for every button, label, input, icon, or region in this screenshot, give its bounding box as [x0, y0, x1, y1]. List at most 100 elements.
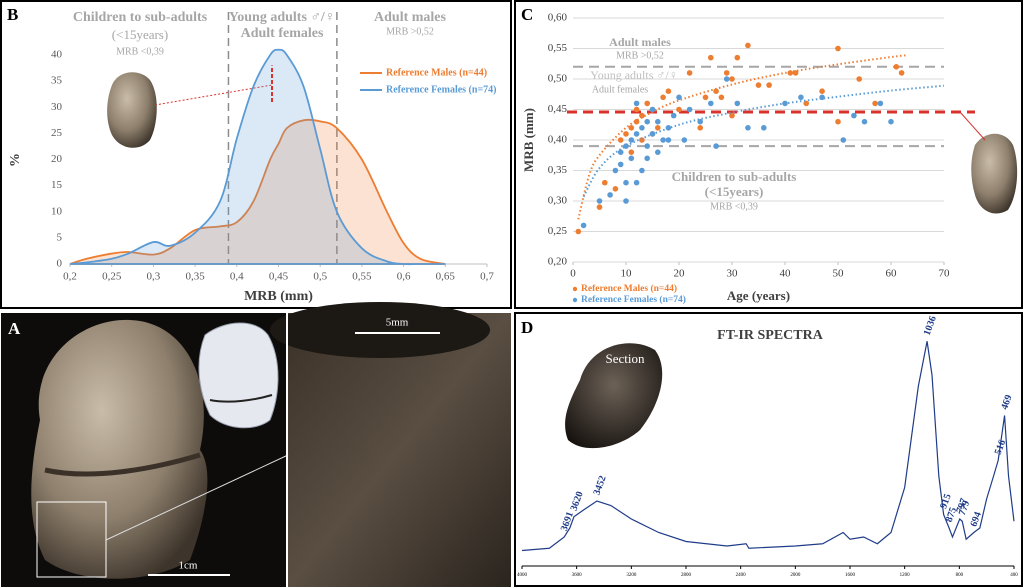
peak-label: 694 [968, 510, 983, 528]
data-point [644, 155, 650, 162]
data-point [898, 70, 905, 76]
panel-label: C [521, 5, 533, 24]
data-point [702, 94, 709, 101]
data-point [612, 167, 619, 174]
x-tick-label: 0,65 [436, 271, 456, 283]
x-tick-label: 400 [1010, 573, 1018, 578]
x-tick-label: 3600 [572, 573, 583, 578]
photo-shadow [270, 302, 490, 358]
data-point [633, 100, 640, 107]
3d-model-groove [209, 394, 273, 403]
x-tick-label: 0,5 [313, 271, 327, 283]
legend-label: Reference Males (n=44) [581, 283, 677, 294]
data-point [649, 131, 656, 137]
x-axis-label: MRB (mm) [244, 289, 313, 304]
data-point [877, 100, 884, 107]
data-point [633, 118, 640, 125]
data-point [893, 64, 900, 70]
data-point [623, 198, 629, 204]
x-tick-label: 20 [674, 268, 686, 280]
rock-photo [971, 133, 1018, 214]
x-tick-label: 0,6 [397, 271, 411, 283]
y-tick-label: 5 [57, 231, 63, 243]
legend-label: Reference Males (n=44) [386, 67, 487, 78]
data-point [655, 125, 661, 131]
annotation: Children to sub-adults [73, 10, 208, 25]
legend-swatch [572, 286, 578, 292]
data-point [644, 118, 650, 125]
data-point [649, 106, 656, 113]
data-point [798, 94, 804, 101]
data-point [633, 106, 640, 113]
data-point [723, 70, 730, 76]
data-point [665, 137, 672, 143]
scale-label: 5mm [386, 317, 409, 329]
x-tick-label: 0,2 [63, 271, 77, 283]
y-tick-label: 20 [51, 153, 63, 165]
rock-groove [44, 452, 201, 477]
data-point [686, 106, 693, 113]
x-tick-label: 0,3 [147, 271, 161, 283]
data-point [851, 112, 857, 119]
x-tick-label: 1200 [900, 573, 911, 578]
data-point [835, 45, 841, 52]
data-point [628, 149, 635, 155]
panel-frame [514, 312, 1023, 587]
trend-line [582, 84, 945, 198]
data-point [628, 137, 635, 143]
annotation: (<15years) [705, 184, 764, 199]
peak-label: 1036 [922, 315, 939, 338]
inset-connector [105, 454, 289, 541]
data-point [639, 125, 645, 131]
data-point [612, 186, 619, 192]
panel-label: A [8, 319, 21, 338]
data-point [628, 125, 635, 131]
x-tick-label: 2800 [681, 573, 692, 578]
x-tick-label: 0,45 [269, 271, 289, 283]
data-point [697, 118, 703, 125]
rock-photo [31, 319, 208, 579]
data-point [633, 179, 640, 186]
annotation: MRB <0,39 [116, 46, 164, 57]
y-tick-label: 0,60 [548, 12, 568, 24]
data-point [660, 137, 666, 143]
panel-frame [514, 0, 1023, 309]
data-point [665, 88, 672, 94]
data-point [729, 112, 735, 119]
data-point [713, 143, 719, 149]
y-axis-label: % [8, 153, 23, 167]
data-point [681, 137, 688, 143]
data-point [660, 94, 666, 101]
panel-label: B [7, 5, 18, 24]
data-point [607, 192, 613, 198]
annotation: Adult females [592, 84, 648, 95]
x-tick-label: 50 [833, 268, 845, 280]
data-point [835, 118, 841, 125]
peak-label: 3620 [569, 490, 586, 513]
data-point [819, 88, 825, 94]
data-point [617, 149, 624, 155]
x-tick-label: 2000 [790, 573, 801, 578]
panel-frame [0, 0, 512, 309]
data-point [580, 222, 587, 229]
peak-label: 797 [954, 497, 969, 515]
data-point [596, 198, 603, 204]
legend-label: Reference Females (n=74) [386, 84, 496, 95]
data-point [617, 137, 624, 143]
data-point [766, 82, 772, 88]
annotation: (<15years) [112, 27, 168, 42]
data-point [803, 100, 809, 107]
data-point [734, 54, 741, 61]
data-point [676, 106, 682, 113]
peak-label: 3691 [559, 510, 576, 533]
data-point [840, 137, 847, 143]
data-point [676, 94, 682, 101]
x-tick-label: 60 [886, 268, 898, 280]
data-point [718, 94, 725, 101]
scale-label: 1cm [179, 560, 198, 572]
data-point [665, 125, 672, 131]
data-point [575, 228, 582, 235]
3d-model [198, 322, 279, 429]
x-tick-label: 70 [939, 268, 951, 280]
